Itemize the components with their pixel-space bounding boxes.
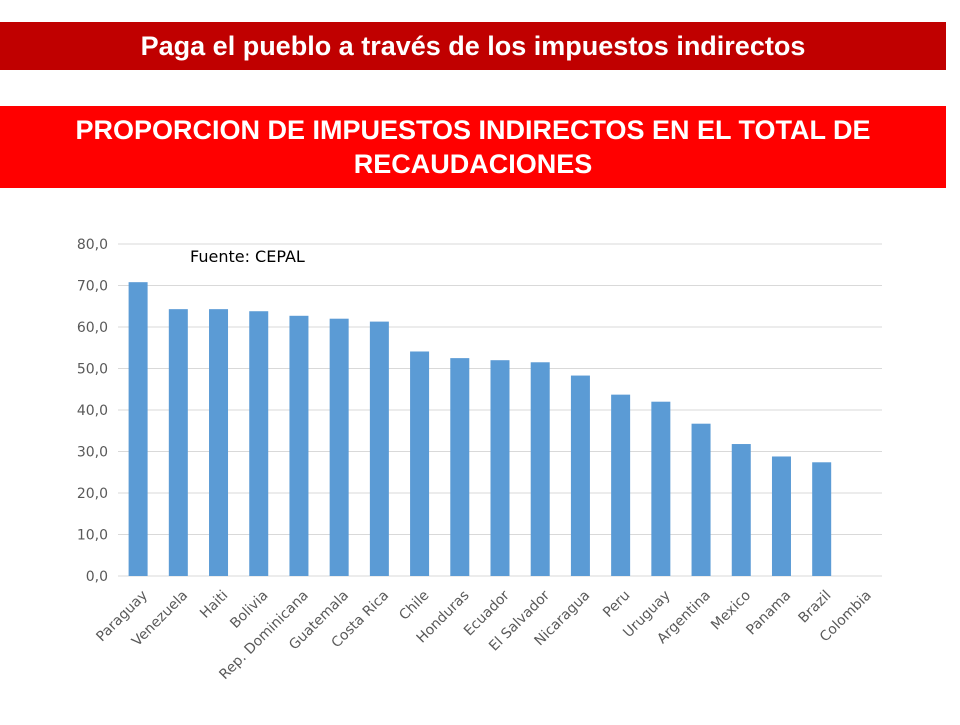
y-tick-label: 10,0 — [77, 528, 108, 544]
bar-mexico — [731, 444, 751, 576]
y-tick-label: 80,0 — [77, 237, 108, 253]
x-tick-label: Chile — [396, 588, 432, 624]
y-tick-label: 70,0 — [77, 279, 108, 295]
bar-bolivia — [249, 311, 269, 576]
y-tick-label: 0,0 — [86, 569, 108, 585]
bar-guatemala — [329, 318, 349, 576]
bar-paraguay — [128, 282, 148, 576]
x-tick-label: Brazil — [796, 588, 835, 627]
y-tick-label: 50,0 — [77, 362, 108, 378]
subtitle-banner: PROPORCION DE IMPUESTOS INDIRECTOS EN EL… — [0, 106, 946, 188]
bar-peru — [611, 394, 631, 576]
bar-haiti — [209, 309, 229, 576]
bar-brazil — [812, 462, 832, 576]
bar-honduras — [450, 358, 470, 576]
page-title: Paga el pueblo a través de los impuestos… — [140, 30, 806, 61]
x-tick-label: Peru — [600, 588, 633, 621]
chart-container: 0,0 10,0 20,0 30,0 40,0 50,0 60,0 70,0 80,0 Para… — [0, 200, 960, 720]
x-tick-label: Haiti — [197, 588, 231, 622]
chart-subtitle: PROPORCION DE IMPUESTOS INDIRECTOS EN EL… — [75, 115, 871, 179]
y-tick-label: 20,0 — [77, 486, 108, 502]
bar-costa-rica — [369, 321, 389, 576]
bar-rep-dominicana — [289, 315, 309, 576]
source-annotation: Fuente: CEPAL — [190, 247, 305, 266]
y-tick-label: 30,0 — [77, 445, 108, 461]
bar-chile — [410, 351, 430, 576]
title-banner: Paga el pueblo a través de los impuestos… — [0, 22, 946, 70]
bars — [128, 282, 832, 576]
bar-panama — [771, 456, 791, 576]
bar-argentina — [691, 423, 711, 576]
bar-uruguay — [651, 401, 671, 576]
bar-venezuela — [168, 309, 188, 576]
bar-ecuador — [490, 360, 510, 576]
y-tick-label: 60,0 — [77, 320, 108, 336]
bar-chart: 0,0 10,0 20,0 30,0 40,0 50,0 60,0 70,0 80,0 Para… — [77, 237, 882, 683]
y-tick-label: 40,0 — [77, 403, 108, 419]
bar-el-salvador — [530, 362, 550, 576]
y-axis-ticks: 0,0 10,0 20,0 30,0 40,0 50,0 60,0 70,0 80,0 — [77, 237, 108, 585]
bar-nicaragua — [570, 375, 590, 576]
x-tick-label: Panama — [743, 588, 794, 639]
